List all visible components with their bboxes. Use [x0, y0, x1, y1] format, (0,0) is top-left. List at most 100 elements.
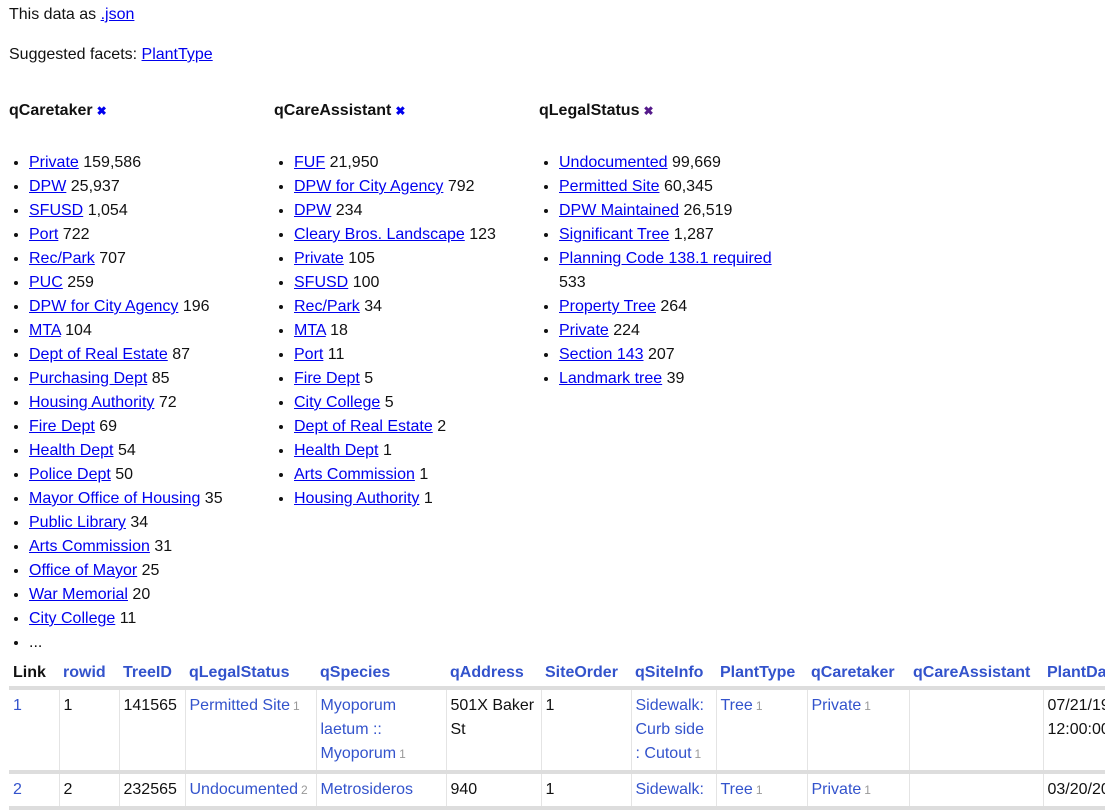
remove-facet-icon[interactable]: ✖ — [643, 104, 653, 118]
remove-facet-icon[interactable]: ✖ — [97, 104, 107, 118]
facet-link-landmark-tree[interactable]: Landmark tree — [559, 370, 662, 387]
column-header-qcareassistant[interactable]: qCareAssistant — [909, 660, 1043, 688]
remove-facet-icon[interactable]: ✖ — [395, 104, 405, 118]
facet-link-planning-code-138-1-required[interactable]: Planning Code 138.1 required — [559, 250, 772, 267]
column-header-treeid[interactable]: TreeID — [119, 660, 185, 688]
facet-link-dpw[interactable]: DPW — [29, 178, 66, 195]
cell-link[interactable]: Sidewalk: — [636, 781, 704, 798]
suggested-facet-planttype[interactable]: PlantType — [142, 46, 213, 63]
facet-count: 72 — [159, 394, 177, 411]
cell-link[interactable]: Myoporum laetum :: Myoporum — [321, 697, 397, 762]
facet-link-housing-authority[interactable]: Housing Authority — [294, 490, 419, 507]
cell-link[interactable]: Metrosideros — [321, 781, 413, 798]
cell-rowid: 1 — [59, 688, 119, 772]
facet-link-dpw-maintained[interactable]: DPW Maintained — [559, 202, 679, 219]
column-header-qaddress[interactable]: qAddress — [446, 660, 541, 688]
facet-link-fire-dept[interactable]: Fire Dept — [294, 370, 360, 387]
cell-count: 1 — [695, 747, 702, 761]
cell-qsiteinfo: Sidewalk: — [631, 772, 716, 808]
column-header-qsiteinfo[interactable]: qSiteInfo — [631, 660, 716, 688]
facet-link-sfusd[interactable]: SFUSD — [29, 202, 83, 219]
facet-link-cleary-bros-landscape[interactable]: Cleary Bros. Landscape — [294, 226, 465, 243]
cell-link[interactable]: 1 — [13, 697, 22, 714]
facet-link-private[interactable]: Private — [559, 322, 609, 339]
column-header-siteorder[interactable]: SiteOrder — [541, 660, 631, 688]
facet-item: FUF 21,950 — [294, 151, 534, 175]
cell-link[interactable]: Tree — [721, 697, 753, 714]
facet-link-arts-commission[interactable]: Arts Commission — [29, 538, 150, 555]
facet-link-permitted-site[interactable]: Permitted Site — [559, 178, 659, 195]
cell-link[interactable]: 2 — [13, 781, 22, 798]
facet-count: 707 — [99, 250, 126, 267]
facet-count: 69 — [99, 418, 117, 435]
facet-link-dept-of-real-estate[interactable]: Dept of Real Estate — [29, 346, 168, 363]
facet-item: DPW Maintained 26,519 — [559, 199, 799, 223]
column-header-planttype[interactable]: PlantType — [716, 660, 807, 688]
facet-link-war-memorial[interactable]: War Memorial — [29, 586, 128, 603]
facet-link-city-college[interactable]: City College — [29, 610, 115, 627]
facet-link-purchasing-dept[interactable]: Purchasing Dept — [29, 370, 147, 387]
column-header-rowid[interactable]: rowid — [59, 660, 119, 688]
facet-count: 39 — [667, 370, 685, 387]
cell-treeid: 232565 — [119, 772, 185, 808]
facet-link-city-college[interactable]: City College — [294, 394, 380, 411]
facet-link-port[interactable]: Port — [294, 346, 323, 363]
facet-link-sfusd[interactable]: SFUSD — [294, 274, 348, 291]
facet-link-fire-dept[interactable]: Fire Dept — [29, 418, 95, 435]
facet-count: 196 — [183, 298, 210, 315]
cell-value: 2 — [64, 781, 73, 798]
facet-link-housing-authority[interactable]: Housing Authority — [29, 394, 154, 411]
facet-link-mta[interactable]: MTA — [294, 322, 326, 339]
facet-link-section-143[interactable]: Section 143 — [559, 346, 644, 363]
facet-count: 11 — [328, 346, 345, 363]
facet-more[interactable]: ... — [29, 631, 269, 655]
facet-item: Private 105 — [294, 247, 534, 271]
facet-link-police-dept[interactable]: Police Dept — [29, 466, 111, 483]
cell-link[interactable]: Private — [812, 781, 862, 798]
facet-link-undocumented[interactable]: Undocumented — [559, 154, 668, 171]
column-header-qcaretaker[interactable]: qCaretaker — [807, 660, 909, 688]
facet-item: Office of Mayor 25 — [29, 559, 269, 583]
facet-link-property-tree[interactable]: Property Tree — [559, 298, 656, 315]
facet-link-mta[interactable]: MTA — [29, 322, 61, 339]
facet-link-private[interactable]: Private — [294, 250, 344, 267]
cell-value: 1 — [546, 781, 555, 798]
facet-link-port[interactable]: Port — [29, 226, 58, 243]
facet-item: Port 11 — [294, 343, 534, 367]
facet-item: DPW for City Agency 196 — [29, 295, 269, 319]
facet-link-dpw-for-city-agency[interactable]: DPW for City Agency — [294, 178, 443, 195]
facet-link-rec-park[interactable]: Rec/Park — [29, 250, 95, 267]
facet-link-private[interactable]: Private — [29, 154, 79, 171]
facet-link-dpw[interactable]: DPW — [294, 202, 331, 219]
facet-link-dept-of-real-estate[interactable]: Dept of Real Estate — [294, 418, 433, 435]
cell-link[interactable]: Private — [812, 697, 862, 714]
column-header-qspecies[interactable]: qSpecies — [316, 660, 446, 688]
facet-count: 1 — [383, 442, 392, 459]
cell-link[interactable]: Sidewalk: Curb side : Cutout — [636, 697, 704, 762]
facet-link-arts-commission[interactable]: Arts Commission — [294, 466, 415, 483]
facet-link-health-dept[interactable]: Health Dept — [294, 442, 379, 459]
cell-link[interactable]: Permitted Site — [190, 697, 290, 714]
cell-link[interactable]: Undocumented — [190, 781, 299, 798]
facet-link-dpw-for-city-agency[interactable]: DPW for City Agency — [29, 298, 178, 315]
facet-item: PUC 259 — [29, 271, 269, 295]
facet-link-office-of-mayor[interactable]: Office of Mayor — [29, 562, 137, 579]
facet-link-mayor-office-of-housing[interactable]: Mayor Office of Housing — [29, 490, 200, 507]
cell-link[interactable]: Tree — [721, 781, 753, 798]
json-link[interactable]: .json — [101, 6, 135, 23]
facet-link-public-library[interactable]: Public Library — [29, 514, 126, 531]
facet-count: 159,586 — [83, 154, 141, 171]
facet-link-health-dept[interactable]: Health Dept — [29, 442, 114, 459]
facet-link-puc[interactable]: PUC — [29, 274, 63, 291]
facet-link-rec-park[interactable]: Rec/Park — [294, 298, 360, 315]
facet-count: 123 — [469, 226, 496, 243]
column-header-qlegalstatus[interactable]: qLegalStatus — [185, 660, 316, 688]
cell-count: 1 — [399, 747, 406, 761]
facet-link-fuf[interactable]: FUF — [294, 154, 325, 171]
facet-link-significant-tree[interactable]: Significant Tree — [559, 226, 669, 243]
column-header-plantdate[interactable]: PlantDate — [1043, 660, 1105, 688]
